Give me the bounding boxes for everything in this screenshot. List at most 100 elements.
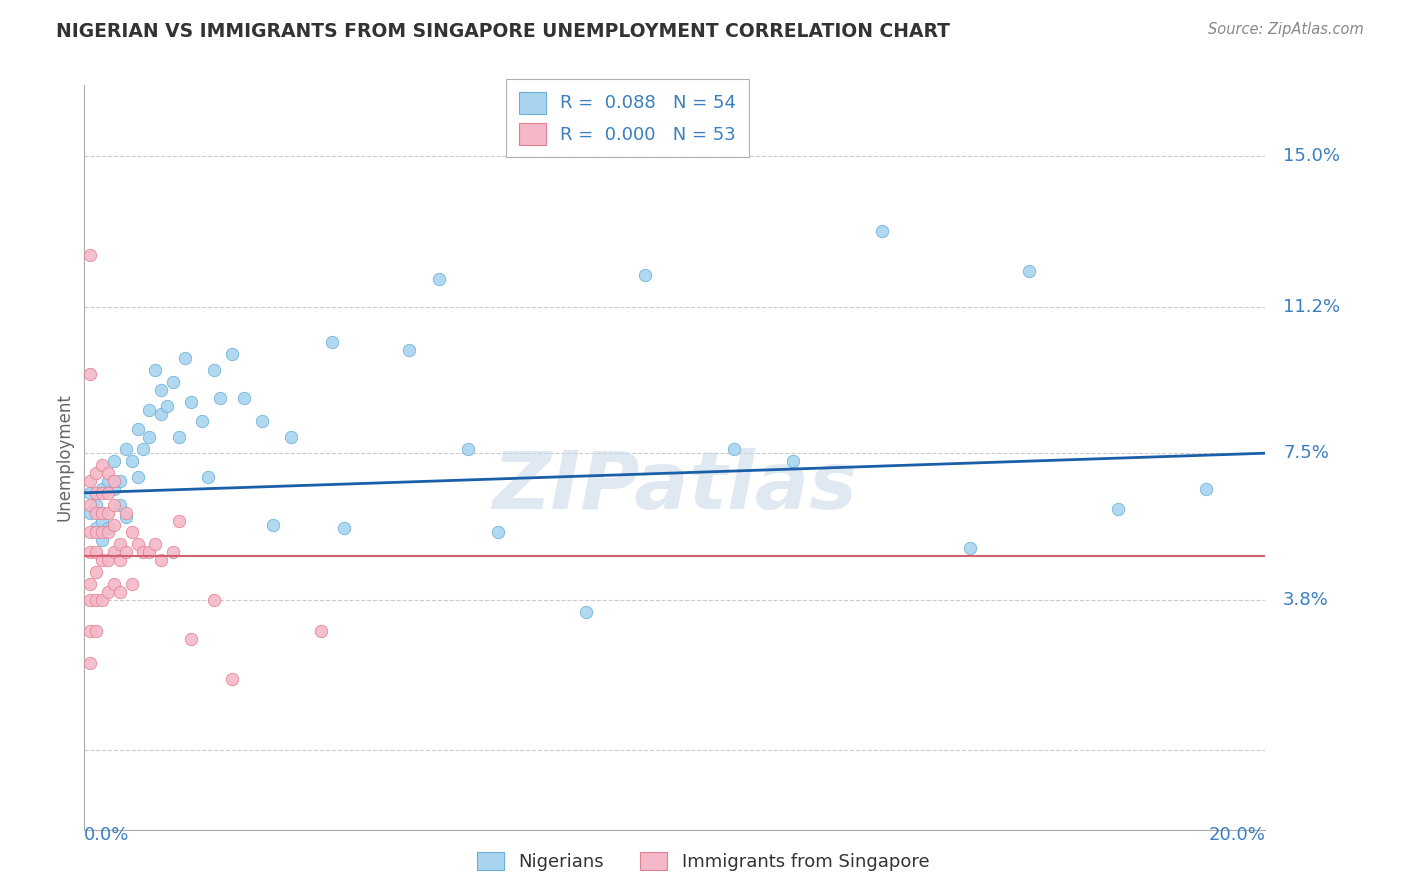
Text: 0.0%: 0.0% — [84, 826, 129, 844]
Point — [79, 248, 101, 262]
Point — [782, 454, 804, 468]
Point — [150, 383, 173, 397]
Point — [167, 430, 190, 444]
Point — [97, 485, 120, 500]
Point — [84, 498, 107, 512]
Point — [84, 565, 107, 579]
Point — [132, 442, 155, 457]
Point — [91, 533, 114, 548]
Point — [457, 442, 479, 457]
Point — [232, 391, 254, 405]
Point — [84, 592, 107, 607]
Point — [79, 485, 101, 500]
Point — [959, 541, 981, 556]
Legend: R =  0.088   N = 54, R =  0.000   N = 53: R = 0.088 N = 54, R = 0.000 N = 53 — [506, 78, 749, 157]
Point — [1107, 501, 1129, 516]
Point — [84, 521, 107, 535]
Point — [91, 514, 114, 528]
Point — [121, 525, 143, 540]
Point — [398, 343, 420, 358]
Point — [79, 525, 101, 540]
Point — [97, 585, 120, 599]
Point — [91, 506, 114, 520]
Point — [103, 577, 125, 591]
Legend: Nigerians, Immigrants from Singapore: Nigerians, Immigrants from Singapore — [470, 845, 936, 879]
Point — [262, 517, 284, 532]
Text: ZIPatlas: ZIPatlas — [492, 448, 858, 526]
Point — [108, 553, 131, 567]
Point — [79, 592, 101, 607]
Point — [97, 525, 120, 540]
Point — [1195, 482, 1218, 496]
Point — [79, 498, 101, 512]
Point — [162, 545, 184, 559]
Text: NIGERIAN VS IMMIGRANTS FROM SINGAPORE UNEMPLOYMENT CORRELATION CHART: NIGERIAN VS IMMIGRANTS FROM SINGAPORE UN… — [56, 22, 950, 41]
Text: 20.0%: 20.0% — [1209, 826, 1265, 844]
Point — [103, 454, 125, 468]
Point — [114, 545, 136, 559]
Point — [202, 592, 225, 607]
Point — [143, 363, 166, 377]
Point — [486, 525, 509, 540]
Point — [114, 442, 136, 457]
Point — [634, 268, 657, 282]
Point — [333, 521, 356, 535]
Point — [221, 347, 243, 361]
Point — [127, 422, 149, 436]
Text: 11.2%: 11.2% — [1284, 298, 1340, 316]
Point — [202, 363, 225, 377]
Point — [197, 470, 219, 484]
Point — [103, 498, 125, 512]
Point — [132, 545, 155, 559]
Point — [114, 509, 136, 524]
Y-axis label: Unemployment: Unemployment — [55, 393, 73, 521]
Point — [84, 485, 107, 500]
Point — [870, 224, 893, 238]
Point — [108, 474, 131, 488]
Point — [121, 577, 143, 591]
Point — [114, 506, 136, 520]
Point — [84, 525, 107, 540]
Point — [575, 605, 598, 619]
Point — [143, 537, 166, 551]
Point — [79, 474, 101, 488]
Point — [162, 375, 184, 389]
Point — [723, 442, 745, 457]
Point — [91, 553, 114, 567]
Point — [97, 474, 120, 488]
Point — [309, 624, 332, 639]
Point — [250, 415, 273, 429]
Point — [79, 577, 101, 591]
Point — [91, 592, 114, 607]
Point — [108, 498, 131, 512]
Text: Source: ZipAtlas.com: Source: ZipAtlas.com — [1208, 22, 1364, 37]
Point — [97, 553, 120, 567]
Point — [79, 624, 101, 639]
Point — [97, 521, 120, 535]
Point — [209, 391, 232, 405]
Point — [97, 506, 120, 520]
Point — [150, 407, 173, 421]
Point — [103, 482, 125, 496]
Point — [91, 485, 114, 500]
Point — [91, 482, 114, 496]
Point — [108, 585, 131, 599]
Point — [84, 624, 107, 639]
Point — [180, 394, 202, 409]
Point — [221, 672, 243, 686]
Point — [191, 415, 214, 429]
Point — [321, 335, 343, 350]
Text: 15.0%: 15.0% — [1284, 147, 1340, 165]
Point — [91, 525, 114, 540]
Point — [79, 545, 101, 559]
Point — [103, 545, 125, 559]
Point — [91, 506, 114, 520]
Text: 7.5%: 7.5% — [1284, 444, 1329, 462]
Point — [138, 402, 160, 417]
Point — [150, 553, 173, 567]
Point — [180, 632, 202, 647]
Point — [84, 506, 107, 520]
Point — [427, 272, 450, 286]
Point — [173, 351, 195, 365]
Point — [79, 367, 101, 381]
